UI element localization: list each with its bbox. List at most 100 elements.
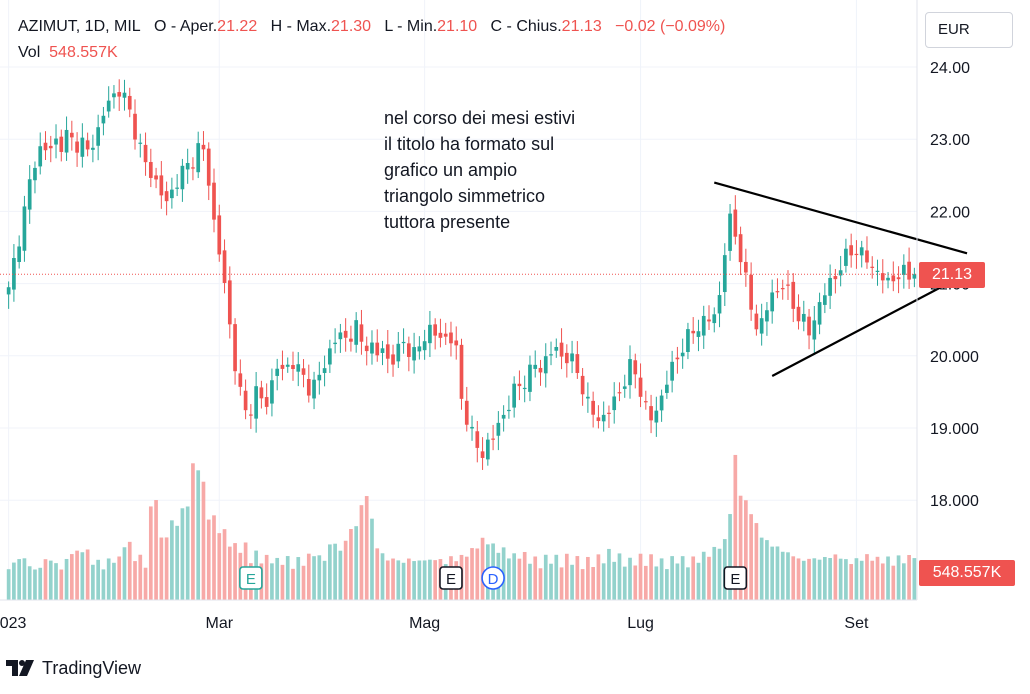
volume-bar bbox=[817, 559, 822, 600]
earnings-marker bbox=[723, 566, 748, 590]
candle-body bbox=[875, 270, 880, 272]
candle-body bbox=[744, 261, 748, 273]
legend-volume: Vol 548.557K bbox=[18, 44, 118, 62]
volume-bar bbox=[622, 566, 627, 600]
candle-body bbox=[807, 316, 811, 336]
candle-body bbox=[96, 127, 100, 146]
currency-button[interactable]: EUR bbox=[925, 12, 1013, 48]
volume-bar bbox=[675, 563, 680, 600]
candle-body bbox=[317, 374, 322, 381]
candle-body bbox=[612, 396, 617, 411]
candle-body bbox=[622, 386, 627, 389]
volume-bar bbox=[222, 529, 227, 600]
candle-body bbox=[338, 332, 343, 340]
volume-bar bbox=[359, 505, 364, 600]
candle-body bbox=[322, 368, 327, 374]
volume-bar bbox=[33, 569, 37, 600]
candle-body bbox=[554, 346, 559, 351]
volume-bar bbox=[780, 551, 785, 600]
volume-bar bbox=[538, 568, 543, 600]
high-value: 21.30 bbox=[331, 18, 372, 35]
volume-bar bbox=[175, 525, 179, 600]
volume-bar bbox=[17, 559, 22, 600]
candle-body bbox=[859, 247, 864, 256]
candle-body bbox=[159, 175, 164, 196]
candle-body bbox=[780, 288, 785, 290]
earnings-marker-label: E bbox=[446, 571, 456, 588]
candle-body bbox=[143, 144, 148, 163]
volume-bar bbox=[628, 557, 632, 600]
volume-bar bbox=[143, 567, 148, 600]
volume-bar bbox=[312, 556, 316, 600]
volume-bar bbox=[612, 561, 617, 600]
candle-body bbox=[238, 373, 243, 387]
candle-body bbox=[507, 409, 511, 412]
volume-bar bbox=[770, 546, 775, 600]
candle-body bbox=[406, 343, 411, 357]
candle-body bbox=[696, 331, 701, 337]
candle-body bbox=[222, 250, 227, 283]
volume-bar bbox=[280, 564, 285, 600]
candle-body bbox=[154, 175, 158, 180]
candle-body bbox=[865, 250, 869, 263]
volume-bar bbox=[738, 495, 743, 600]
candle-body bbox=[796, 306, 801, 322]
volume-bar bbox=[833, 554, 838, 600]
x-tick-label: Mag bbox=[409, 615, 440, 632]
volume-bar bbox=[349, 529, 353, 600]
candle-body bbox=[359, 324, 364, 342]
candle-body bbox=[870, 266, 875, 268]
candle-body bbox=[69, 132, 74, 138]
candle-body bbox=[575, 354, 580, 373]
volume-bar bbox=[270, 563, 274, 600]
volume-bar bbox=[148, 506, 153, 600]
tradingview-logo[interactable]: TradingView bbox=[6, 656, 141, 680]
candle-body bbox=[812, 320, 817, 340]
volume-bar bbox=[206, 519, 211, 600]
candle-body bbox=[880, 273, 885, 281]
annotation-line: il titolo ha formato sul bbox=[384, 134, 555, 154]
volume-bar bbox=[559, 567, 564, 600]
volume-bar bbox=[796, 558, 801, 600]
candle-body bbox=[38, 146, 43, 167]
y-tick-label: 19.000 bbox=[930, 421, 979, 438]
dividend-marker-label: D bbox=[488, 571, 499, 588]
volume-bar bbox=[191, 463, 195, 600]
volume-bar bbox=[391, 558, 395, 600]
candle-body bbox=[312, 379, 316, 399]
triangle-upper-line bbox=[713, 181, 968, 255]
candle-body bbox=[501, 414, 506, 419]
candle-body bbox=[907, 261, 911, 280]
candle-body bbox=[775, 291, 780, 293]
volume-bar bbox=[212, 515, 216, 600]
candle-body bbox=[185, 163, 190, 170]
candle-body bbox=[538, 367, 543, 373]
close-label: C - Chius. bbox=[490, 18, 562, 35]
candle-body bbox=[191, 167, 195, 169]
volume-bar bbox=[759, 537, 764, 600]
volume-bar bbox=[322, 560, 327, 600]
volume-bar bbox=[43, 559, 48, 600]
candle-body bbox=[475, 431, 480, 448]
candle-body bbox=[422, 341, 427, 351]
volume-bar bbox=[133, 561, 137, 600]
candle-body bbox=[212, 182, 216, 220]
candle-body bbox=[54, 138, 58, 145]
grid bbox=[0, 0, 917, 600]
candle-body bbox=[196, 143, 201, 173]
candle-body bbox=[596, 417, 601, 422]
volume-bar bbox=[601, 563, 606, 600]
candle-body bbox=[728, 213, 732, 251]
candle-body bbox=[243, 390, 248, 411]
volume-bar bbox=[233, 543, 237, 600]
volume-bar bbox=[591, 567, 595, 600]
volume-bar bbox=[643, 565, 648, 600]
volume-bar bbox=[201, 481, 206, 600]
volume-bar bbox=[306, 553, 311, 600]
volume-bar bbox=[607, 548, 611, 600]
volume-bar bbox=[765, 540, 769, 600]
earnings-marker bbox=[439, 566, 463, 590]
volume-bar bbox=[328, 544, 332, 600]
candle-body bbox=[749, 274, 753, 310]
